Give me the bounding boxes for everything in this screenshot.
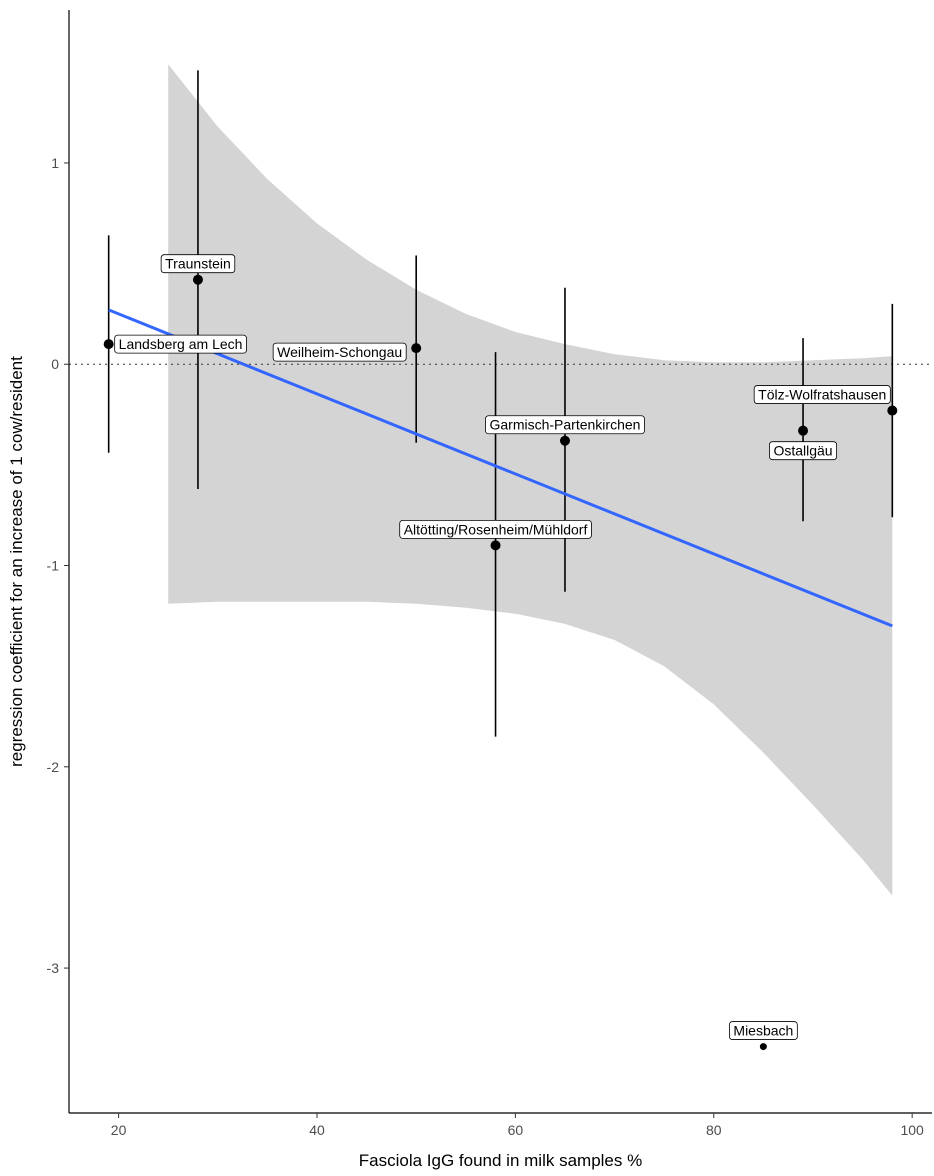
x-tick-label: 40: [309, 1122, 325, 1138]
label-text: Weilheim-Schongau: [277, 344, 402, 360]
point-labels: Landsberg am Lech Traunstein Weilheim-Scho…: [114, 254, 891, 1040]
y-axis-title: regression coefficient for an increase o…: [7, 356, 26, 767]
data-point-landsberg-am-lech: [103, 339, 114, 350]
label-box: [399, 519, 592, 539]
y-tick-label: -3: [47, 960, 60, 976]
label-box: [485, 415, 645, 435]
point-label-garmisch-partenkirchen: Garmisch-Partenkirchen: [485, 415, 645, 435]
data-point-traunstein: [192, 274, 203, 285]
label-text: Miesbach: [733, 1023, 793, 1039]
x-tick-label: 60: [508, 1122, 524, 1138]
point-label-traunstein: Traunstein: [160, 254, 236, 274]
point-label-toelz-wolfratshausen: Tölz-Wolfratshausen: [753, 385, 891, 404]
label-text: Traunstein: [165, 256, 231, 272]
data-point-weilheim-schongau: [411, 343, 422, 354]
y-tick-label: 0: [51, 356, 59, 372]
data-point-altoetting-rosenheim-muehldorf: [490, 540, 501, 551]
point-label-ostallgaeu: Ostallgäu: [769, 441, 838, 461]
x-tick-label: 100: [900, 1122, 924, 1138]
data-point-toelz-wolfratshausen: [887, 405, 898, 416]
label-text: Altötting/Rosenheim/Mühldorf: [404, 521, 588, 537]
data-point-garmisch-partenkirchen: [559, 435, 570, 446]
axes: 20 40 60 80 100 1 0 -1 -2 -3: [47, 10, 932, 1138]
x-tick-label: 20: [111, 1122, 127, 1138]
y-tick-label: -2: [47, 759, 60, 775]
data-point-ostallgaeu: [798, 425, 809, 436]
label-text: Tölz-Wolfratshausen: [758, 387, 886, 403]
label-box: [272, 342, 407, 362]
label-text: Ostallgäu: [773, 443, 832, 459]
point-label-altoetting-rosenheim-muehldorf: Altötting/Rosenheim/Mühldorf: [399, 519, 592, 539]
data-point-miesbach: [759, 1043, 767, 1051]
point-label-weilheim-schongau: Weilheim-Schongau: [272, 342, 407, 362]
label-text: Garmisch-Partenkirchen: [490, 417, 641, 433]
y-axis-ticks: 1 0 -1 -2 -3: [47, 155, 69, 976]
label-box: [769, 441, 838, 461]
x-tick-label: 80: [706, 1122, 722, 1138]
y-tick-label: -1: [47, 558, 60, 574]
label-box: [753, 385, 891, 404]
label-box: [160, 254, 236, 274]
fit-line-layer: [108, 308, 893, 628]
label-box: [114, 334, 247, 354]
y-tick-label: 1: [51, 155, 59, 171]
data-points: [103, 274, 898, 1051]
point-label-miesbach: Miesbach: [729, 1021, 798, 1040]
label-box: [729, 1021, 798, 1040]
label-text: Landsberg am Lech: [119, 336, 243, 352]
x-axis-title: Fasciola IgG found in milk samples %: [359, 1151, 642, 1170]
point-label-landsberg-am-lech: Landsberg am Lech: [114, 334, 247, 354]
x-axis-ticks: 20 40 60 80 100: [111, 1113, 924, 1138]
regression-fit-line: [108, 308, 893, 628]
